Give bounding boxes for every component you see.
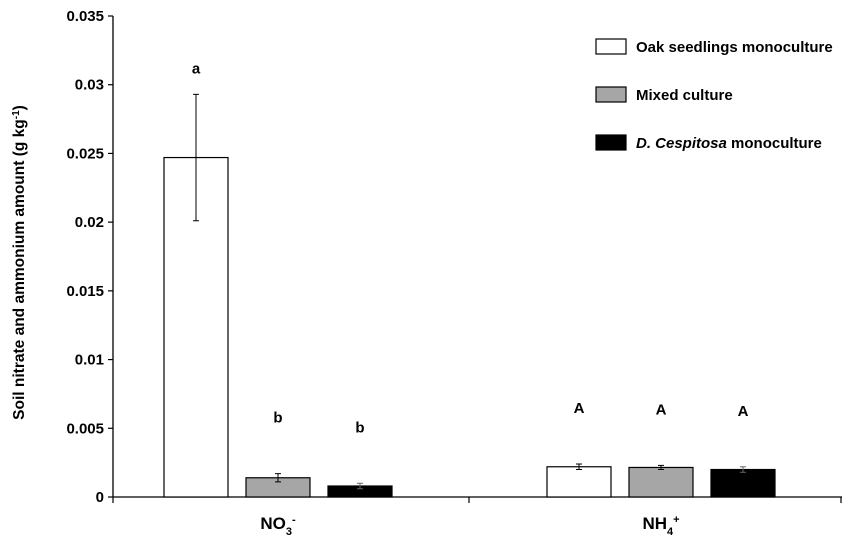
- legend-swatch: [595, 86, 627, 103]
- y-axis-title: Soil nitrate and ammonium amount (g kg-1…: [11, 105, 29, 420]
- y-tick-label: 0.025: [66, 145, 104, 162]
- y-tick-label: 0.01: [75, 352, 104, 369]
- legend-swatch: [595, 134, 627, 151]
- y-tick-label: 0.035: [66, 8, 104, 25]
- significance-letter: A: [574, 400, 585, 417]
- axes: 0 0.005 0.01 0.015 0.02 0.025 0.03 0.035 Soil ni…: [11, 8, 842, 506]
- significance-letter: A: [738, 403, 749, 420]
- y-tick-label: 0.015: [66, 283, 104, 300]
- y-tick-label: 0: [96, 489, 104, 506]
- legend-label: Mixed culture: [636, 87, 733, 104]
- legend-swatch: [595, 38, 627, 55]
- y-tick-label: 0.02: [75, 214, 104, 231]
- legend-label: D. Cespitosa monoculture: [636, 135, 822, 152]
- y-tick-label: 0.005: [66, 420, 104, 437]
- y-tick-label: 0.03: [75, 77, 104, 94]
- x-category-label: NO3-: [260, 514, 296, 535]
- bar: [710, 468, 776, 498]
- bar: [628, 466, 694, 498]
- x-category-label: NH4+: [642, 514, 679, 535]
- bars: [163, 93, 776, 498]
- significance-letter: A: [656, 401, 667, 418]
- significance-letter: a: [192, 60, 201, 77]
- legend: Oak seedlings monoculture Mixed culture D.…: [595, 38, 833, 152]
- legend-label: Oak seedlings monoculture: [636, 39, 833, 56]
- significance-letter: b: [273, 410, 282, 427]
- labels: a b b NO3- A A A NH4+: [192, 60, 749, 535]
- significance-letter: b: [355, 419, 364, 436]
- bar: [546, 466, 612, 498]
